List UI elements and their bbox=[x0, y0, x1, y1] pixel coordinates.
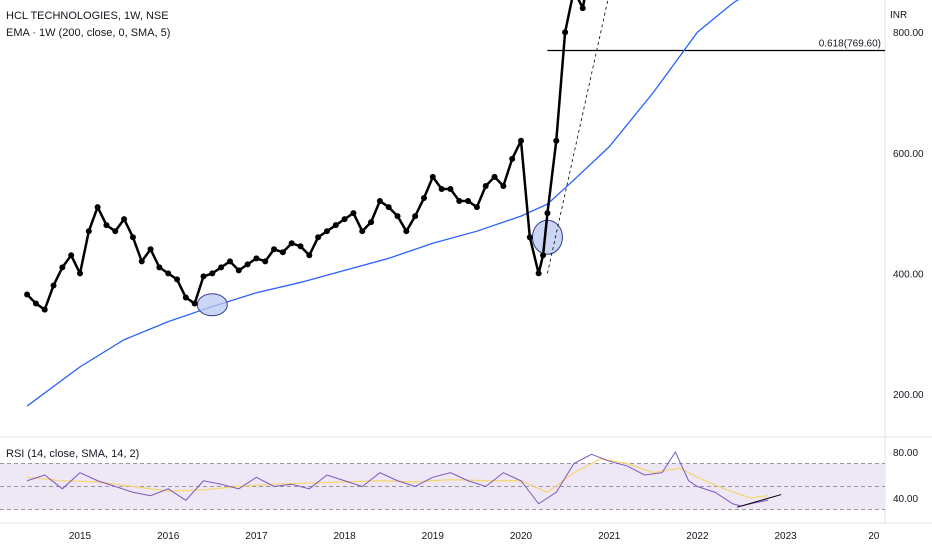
fib-level-label: 0.618(769.60) bbox=[819, 39, 881, 50]
time-axis-tick-label: 20 bbox=[868, 531, 880, 542]
rsi-trend-line bbox=[736, 494, 782, 508]
time-axis-tick-label: 2022 bbox=[686, 531, 709, 542]
price-point bbox=[544, 210, 551, 217]
price-point bbox=[200, 273, 207, 280]
price-point bbox=[182, 294, 189, 301]
price-point bbox=[50, 282, 57, 289]
price-point bbox=[288, 240, 295, 247]
price-point bbox=[32, 300, 39, 307]
price-point bbox=[244, 261, 251, 268]
price-point bbox=[174, 276, 181, 283]
price-point bbox=[77, 270, 83, 277]
time-axis-tick-label: 2019 bbox=[422, 531, 445, 542]
price-axis-tick-label: 400.00 bbox=[893, 269, 924, 280]
price-point bbox=[420, 195, 427, 202]
price-point bbox=[473, 204, 480, 211]
price-point bbox=[350, 210, 357, 217]
symbol-title: HCL TECHNOLOGIES, 1W, NSE bbox=[6, 10, 169, 22]
price-point bbox=[218, 264, 225, 271]
rsi-ma-line bbox=[27, 458, 769, 499]
price-point bbox=[447, 185, 454, 192]
price-point bbox=[112, 228, 119, 235]
price-point bbox=[368, 219, 375, 226]
rsi-axis-tick-label: 80.00 bbox=[893, 448, 918, 459]
price-point bbox=[68, 252, 75, 259]
time-axis-tick-label: 2015 bbox=[69, 531, 92, 542]
rsi-indicator-label[interactable]: RSI (14, close, SMA, 14, 2) bbox=[6, 448, 140, 460]
price-line bbox=[26, 0, 586, 311]
price-point bbox=[191, 300, 198, 307]
price-point bbox=[59, 264, 66, 271]
currency-label: INR bbox=[890, 10, 907, 21]
price-point bbox=[165, 270, 172, 277]
highlight-ellipse bbox=[196, 293, 228, 317]
time-axis-tick-label: 2018 bbox=[333, 531, 356, 542]
price-point bbox=[262, 258, 269, 265]
projection-dashed-line bbox=[547, 0, 609, 274]
price-axis-tick-label: 600.00 bbox=[893, 149, 924, 160]
price-point bbox=[553, 137, 560, 144]
price-point bbox=[297, 243, 304, 250]
price-point bbox=[103, 222, 110, 229]
price-point bbox=[518, 137, 524, 144]
rsi-axis-tick-label: 40.00 bbox=[893, 494, 918, 505]
time-axis-tick-label: 2017 bbox=[245, 531, 268, 542]
time-axis-tick-label: 2023 bbox=[774, 531, 797, 542]
price-point bbox=[376, 198, 383, 205]
price-point bbox=[315, 234, 322, 241]
time-axis-tick-label: 2021 bbox=[598, 531, 621, 542]
rsi-line bbox=[26, 450, 769, 507]
price-point bbox=[394, 213, 401, 220]
price-point bbox=[209, 270, 216, 277]
price-point bbox=[226, 258, 233, 265]
time-axis-tick-label: 2020 bbox=[510, 531, 533, 542]
price-point bbox=[147, 246, 154, 253]
price-point bbox=[332, 222, 339, 229]
price-point bbox=[235, 267, 242, 274]
price-point bbox=[156, 264, 163, 271]
ema-line bbox=[26, 0, 740, 407]
price-point bbox=[138, 258, 145, 265]
price-point bbox=[535, 270, 542, 277]
price-point bbox=[526, 234, 533, 241]
price-point bbox=[271, 246, 278, 253]
price-point bbox=[509, 155, 516, 162]
price-axis-tick-label: 800.00 bbox=[893, 28, 924, 39]
price-point bbox=[341, 216, 348, 223]
price-axis-tick-label: 200.00 bbox=[893, 390, 924, 401]
price-point bbox=[253, 255, 260, 262]
price-point bbox=[41, 306, 48, 313]
price-point bbox=[85, 228, 92, 235]
price-point bbox=[385, 204, 392, 211]
price-point bbox=[129, 234, 136, 241]
price-point bbox=[359, 228, 366, 235]
price-point bbox=[94, 204, 101, 211]
price-point bbox=[412, 213, 419, 220]
price-point bbox=[121, 216, 128, 223]
price-point bbox=[456, 198, 463, 205]
price-point bbox=[579, 5, 586, 12]
time-axis-tick-label: 2016 bbox=[157, 531, 180, 542]
price-point bbox=[279, 249, 286, 256]
price-point bbox=[306, 252, 313, 259]
price-point bbox=[491, 173, 498, 180]
price-point bbox=[438, 185, 445, 192]
price-point bbox=[500, 182, 507, 189]
price-point bbox=[482, 182, 489, 189]
price-point bbox=[403, 228, 410, 235]
price-point bbox=[540, 252, 547, 259]
price-point bbox=[24, 291, 31, 298]
price-point bbox=[562, 29, 569, 36]
price-point bbox=[323, 228, 330, 235]
price-point bbox=[465, 198, 472, 205]
price-point bbox=[429, 173, 436, 180]
ema-indicator-label[interactable]: EMA · 1W (200, close, 0, SMA, 5) bbox=[6, 27, 171, 39]
